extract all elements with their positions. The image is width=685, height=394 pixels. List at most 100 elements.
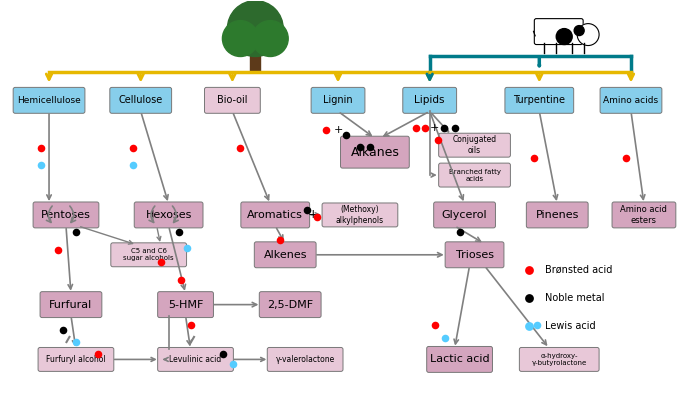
Point bbox=[181, 245, 192, 251]
Circle shape bbox=[252, 20, 288, 56]
Text: C5 and C6
sugar alcohols: C5 and C6 sugar alcohols bbox=[123, 248, 174, 261]
Point bbox=[235, 145, 246, 151]
Text: α-hydroxy-
γ-butyrolactone: α-hydroxy- γ-butyrolactone bbox=[532, 353, 587, 366]
FancyBboxPatch shape bbox=[612, 202, 676, 228]
FancyBboxPatch shape bbox=[438, 163, 510, 187]
Text: Levulinic acid: Levulinic acid bbox=[169, 355, 222, 364]
Point bbox=[354, 144, 365, 151]
Text: Amino acids: Amino acids bbox=[603, 96, 658, 105]
Text: Alkanes: Alkanes bbox=[351, 146, 399, 159]
Point bbox=[173, 229, 184, 235]
Text: Furfuryl alcohol: Furfuryl alcohol bbox=[46, 355, 105, 364]
Point bbox=[155, 258, 166, 265]
Text: Lewis acid: Lewis acid bbox=[545, 321, 596, 331]
Text: Amino acid
esters: Amino acid esters bbox=[621, 205, 667, 225]
Point bbox=[410, 125, 421, 131]
Text: Aromatics: Aromatics bbox=[247, 210, 303, 220]
Point bbox=[58, 326, 68, 333]
Point bbox=[275, 237, 286, 243]
Text: Branched fatty
acids: Branched fatty acids bbox=[449, 169, 501, 182]
FancyBboxPatch shape bbox=[505, 87, 573, 113]
Point bbox=[449, 125, 460, 131]
Point bbox=[524, 322, 535, 329]
Circle shape bbox=[227, 1, 283, 56]
Point bbox=[71, 229, 82, 235]
FancyBboxPatch shape bbox=[40, 292, 102, 318]
Point bbox=[439, 335, 450, 341]
Point bbox=[301, 207, 312, 213]
Point bbox=[454, 229, 465, 235]
Point bbox=[92, 351, 103, 358]
FancyBboxPatch shape bbox=[526, 202, 588, 228]
Point bbox=[185, 322, 196, 328]
FancyBboxPatch shape bbox=[311, 87, 365, 113]
FancyBboxPatch shape bbox=[254, 242, 316, 268]
Point bbox=[175, 277, 186, 283]
Text: Conjugated
oils: Conjugated oils bbox=[453, 136, 497, 155]
FancyBboxPatch shape bbox=[110, 87, 172, 113]
FancyBboxPatch shape bbox=[403, 87, 457, 113]
Point bbox=[429, 322, 440, 328]
Point bbox=[36, 162, 47, 168]
Point bbox=[364, 144, 375, 151]
Text: Trioses: Trioses bbox=[456, 250, 493, 260]
Text: Pentoses: Pentoses bbox=[41, 210, 91, 220]
FancyBboxPatch shape bbox=[158, 348, 234, 372]
Point bbox=[524, 294, 535, 301]
Circle shape bbox=[223, 20, 258, 56]
Point bbox=[127, 145, 138, 151]
Text: +: + bbox=[308, 208, 319, 221]
FancyBboxPatch shape bbox=[438, 133, 510, 157]
FancyBboxPatch shape bbox=[427, 346, 493, 372]
Point bbox=[228, 361, 239, 368]
FancyBboxPatch shape bbox=[322, 203, 398, 227]
Text: 2,5-DMF: 2,5-DMF bbox=[267, 299, 313, 310]
Text: Cellulose: Cellulose bbox=[119, 95, 163, 105]
Point bbox=[312, 214, 323, 220]
Text: Lipids: Lipids bbox=[414, 95, 445, 105]
FancyBboxPatch shape bbox=[340, 136, 409, 168]
Text: Brønsted acid: Brønsted acid bbox=[545, 265, 612, 275]
Point bbox=[127, 162, 138, 168]
FancyBboxPatch shape bbox=[434, 202, 495, 228]
FancyBboxPatch shape bbox=[134, 202, 203, 228]
Point bbox=[71, 339, 82, 346]
Text: Hexoses: Hexoses bbox=[145, 210, 192, 220]
Text: Glycerol: Glycerol bbox=[442, 210, 488, 220]
Point bbox=[529, 155, 540, 161]
FancyBboxPatch shape bbox=[158, 292, 214, 318]
FancyBboxPatch shape bbox=[600, 87, 662, 113]
Text: Lactic acid: Lactic acid bbox=[429, 355, 489, 364]
Text: +: + bbox=[430, 123, 439, 133]
Text: Hemicellulose: Hemicellulose bbox=[17, 96, 81, 105]
Circle shape bbox=[556, 29, 572, 45]
Point bbox=[321, 127, 332, 134]
Text: 5-HMF: 5-HMF bbox=[168, 299, 203, 310]
Point bbox=[524, 267, 535, 273]
Text: Pinenes: Pinenes bbox=[536, 210, 579, 220]
Text: (Methoxy)
alkylphenols: (Methoxy) alkylphenols bbox=[336, 205, 384, 225]
Point bbox=[218, 351, 229, 358]
FancyBboxPatch shape bbox=[13, 87, 85, 113]
Text: γ-valerolactone: γ-valerolactone bbox=[275, 355, 335, 364]
Point bbox=[36, 145, 47, 151]
FancyBboxPatch shape bbox=[267, 348, 343, 372]
Point bbox=[621, 155, 632, 161]
FancyBboxPatch shape bbox=[534, 19, 583, 45]
Point bbox=[438, 125, 449, 131]
FancyBboxPatch shape bbox=[111, 243, 186, 267]
Point bbox=[419, 125, 430, 131]
Point bbox=[532, 322, 543, 328]
Text: Furfural: Furfural bbox=[49, 299, 92, 310]
Text: Lignin: Lignin bbox=[323, 95, 353, 105]
Text: Turpentine: Turpentine bbox=[513, 95, 565, 105]
FancyBboxPatch shape bbox=[205, 87, 260, 113]
FancyBboxPatch shape bbox=[260, 292, 321, 318]
Text: Noble metal: Noble metal bbox=[545, 293, 605, 303]
Point bbox=[432, 137, 443, 143]
Circle shape bbox=[577, 24, 599, 46]
FancyBboxPatch shape bbox=[445, 242, 504, 268]
Point bbox=[53, 247, 64, 253]
Text: Alkenes: Alkenes bbox=[264, 250, 307, 260]
FancyBboxPatch shape bbox=[38, 348, 114, 372]
